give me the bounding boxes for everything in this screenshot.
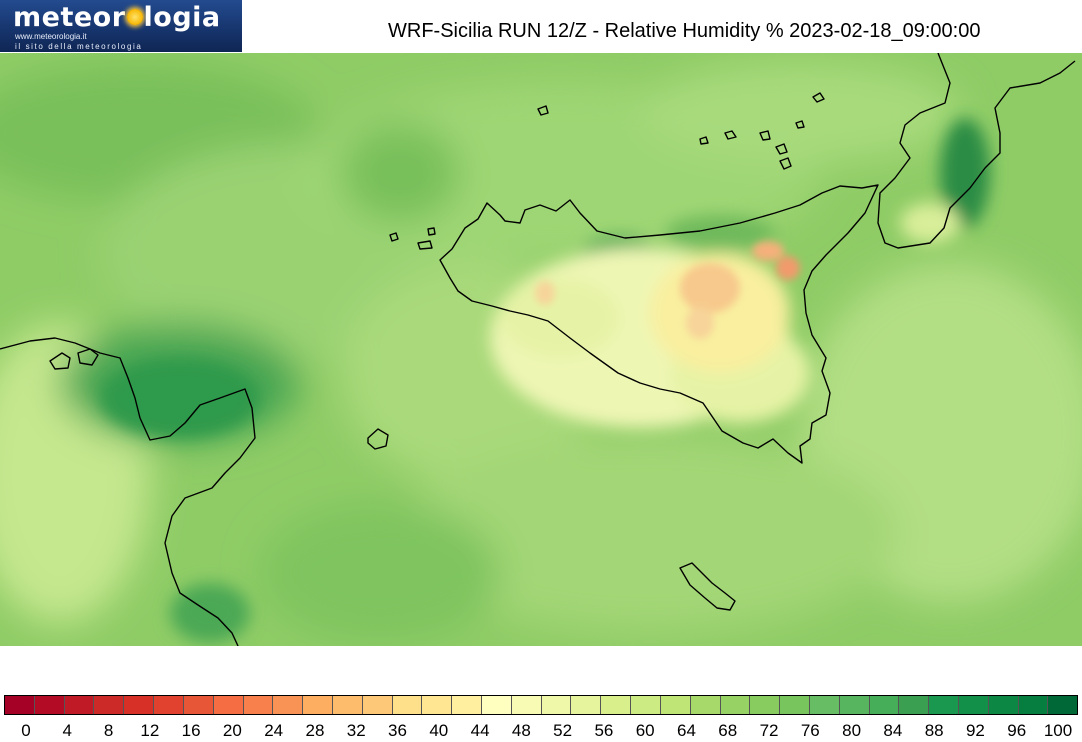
aeolian-islands	[537, 92, 825, 170]
colorbar-swatch	[5, 696, 35, 714]
colorbar-tick-label: 52	[553, 721, 573, 740]
colorbar-swatch	[601, 696, 632, 714]
colorbar-tick-label: 60	[635, 721, 655, 740]
colorbar-tick-label: 28	[305, 721, 325, 740]
colorbar-swatch	[34, 696, 65, 714]
colorbar-swatch	[720, 696, 751, 714]
colorbar-swatch	[929, 696, 959, 714]
colorbar-tick-label: 88	[924, 721, 944, 740]
colorbar-swatch	[64, 696, 95, 714]
colorbar-tick-label: 4	[62, 721, 72, 740]
colorbar-tick-label: 72	[759, 721, 779, 740]
colorbar-tick-label: 40	[429, 721, 449, 740]
colorbar-tick-label: 92	[965, 721, 985, 740]
colorbar-swatch	[332, 696, 363, 714]
egadi-islands	[389, 227, 436, 250]
colorbar-tick-label: 20	[222, 721, 242, 740]
colorbar-swatch	[869, 696, 900, 714]
colorbar-swatch	[124, 696, 155, 714]
kerkennah-islands	[49, 348, 99, 370]
colorbar-swatch	[273, 696, 304, 714]
colorbar-tick-label: 100	[1043, 721, 1073, 740]
colorbar-swatch	[780, 696, 810, 714]
logo-tagline: il sito della meteorologia	[15, 42, 143, 51]
colorbar-swatch	[988, 696, 1019, 714]
colorbar-swatch	[750, 696, 781, 714]
colorbar-tick-label: 24	[264, 721, 284, 740]
colorbar-tick-label: 8	[103, 721, 114, 740]
calabria-coast	[877, 53, 1076, 249]
colorbar-swatch	[1048, 696, 1078, 714]
humidity-field	[0, 63, 1082, 643]
map-title: WRF-Sicilia RUN 12/Z - Relative Humidity…	[388, 20, 981, 42]
colorbar-swatch	[213, 696, 244, 714]
colorbar	[4, 695, 1078, 715]
colorbar-swatch	[392, 696, 423, 714]
colorbar-swatch	[422, 696, 453, 714]
tunisia-coast	[0, 337, 256, 646]
colorbar-swatch	[541, 696, 572, 714]
colorbar-tick-label: 44	[470, 721, 490, 740]
colorbar-swatch	[243, 696, 274, 714]
sicily-coast	[439, 184, 879, 464]
colorbar-tick-label: 36	[388, 721, 407, 740]
colorbar-swatch	[899, 696, 930, 714]
colorbar-tick-label: 64	[677, 721, 696, 740]
colorbar-tick-label: 68	[718, 721, 738, 740]
colorbar-swatch	[660, 696, 691, 714]
colorbar-tick-label: 12	[140, 721, 160, 740]
colorbar-tick-label: 76	[800, 721, 820, 740]
colorbar-swatch	[94, 696, 125, 714]
colorbar-swatch	[690, 696, 721, 714]
logo-wordmark: meteor logia	[13, 2, 221, 33]
colorbar-swatch	[482, 696, 512, 714]
logo-url: www.meteorologia.it	[15, 32, 87, 41]
colorbar-swatch	[839, 696, 870, 714]
colorbar-tick-label: 96	[1007, 721, 1027, 740]
colorbar-tick-label: 32	[346, 721, 366, 740]
colorbar-swatch	[959, 696, 989, 714]
colorbar-tick-label: 0	[21, 721, 31, 740]
colorbar-swatch	[183, 696, 214, 714]
coastlines	[0, 53, 1076, 646]
colorbar-swatch	[571, 696, 602, 714]
colorbar-tick-label: 16	[181, 721, 201, 740]
colorbar-swatch	[303, 696, 333, 714]
colorbar-swatch	[1018, 696, 1049, 714]
meteorologia-logo[interactable]: meteor logia www.meteorologia.it il sito …	[0, 0, 242, 52]
colorbar-swatch	[511, 696, 542, 714]
colorbar-tick-label: 84	[883, 721, 903, 740]
colorbar-swatch	[362, 696, 393, 714]
colorbar-swatch	[452, 696, 482, 714]
malta-island	[679, 562, 736, 611]
colorbar-tick-label: 48	[511, 721, 531, 740]
colorbar-swatch	[809, 696, 840, 714]
pantelleria-island	[367, 428, 389, 450]
colorbar-swatch	[154, 696, 184, 714]
colorbar-swatch	[631, 696, 661, 714]
colorbar-tick-label: 80	[842, 721, 862, 740]
sun-icon	[126, 8, 143, 25]
humidity-map	[0, 53, 1082, 646]
colorbar-tick-label: 56	[594, 721, 614, 740]
